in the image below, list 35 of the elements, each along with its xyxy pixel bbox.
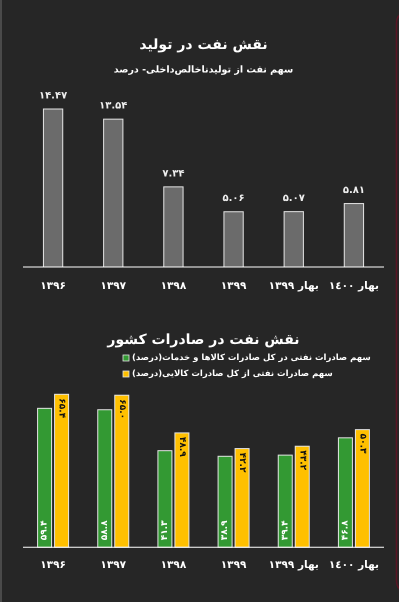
data-label: ۴۳.۲ xyxy=(297,450,308,470)
x-tick-label: بهار ۱٤۰۰ xyxy=(328,559,379,571)
legend-label: سهم صادرات نفتی در کل صادرات کالاها و خدمات(درصد) xyxy=(132,353,371,363)
x-tick-label: ۱۳۹۶ xyxy=(40,280,66,292)
data-label: ۵۰.۳ xyxy=(357,434,368,454)
x-tick-label: ۱۳۹۸ xyxy=(160,559,186,571)
data-label: ۵.۰۶ xyxy=(222,193,245,204)
x-tick-label: بهار ۱۳۹۹ xyxy=(268,280,319,292)
data-label: ۵۹.۴ xyxy=(40,520,50,540)
legend-label: سهم صادرات نفتی از کل صادرات کالایی(درصد) xyxy=(132,369,333,379)
title: نقش نفت در صادرات کشور xyxy=(107,332,300,348)
data-label: ۴۱.۳ xyxy=(160,520,170,540)
x-tick-label: ۱۳۹۶ xyxy=(40,559,66,571)
x-tick-label: ۱۳۹۷ xyxy=(100,559,126,571)
x-tick-label: ۱۳۹۹ xyxy=(220,559,246,571)
x-tick-label: بهار ۱۳۹۹ xyxy=(268,559,319,571)
data-label: ۱۳.۵۴ xyxy=(99,100,128,112)
data-label: ۱۴.۴۷ xyxy=(38,90,68,102)
x-tick-label: ۱۳۹۷ xyxy=(100,280,126,292)
x-tick-label: ۱۳۹۸ xyxy=(160,280,186,292)
x-tick-label: بهار ۱٤۰۰ xyxy=(328,280,379,292)
data-label: ۴۶.۸ xyxy=(340,520,350,540)
data-label: ۶۵.۰ xyxy=(116,399,127,420)
data-label: ۵۸.۸ xyxy=(100,520,110,540)
x-tick-label: ۱۳۹۹ xyxy=(220,280,246,292)
data-label: ۴۲.۲ xyxy=(237,452,248,472)
data-label: ۳۹.۴ xyxy=(280,520,290,540)
subtitle: سهم نفت از تولیدناخالص‌داخلی- درصد xyxy=(114,64,294,76)
data-label: ۵.۸۱ xyxy=(342,185,365,196)
data-label: ۴۸.۹ xyxy=(176,436,187,457)
data-label: ۷.۳۴ xyxy=(162,168,184,180)
data-label: ۵.۰۷ xyxy=(282,193,305,204)
data-label: ۳۸.۹ xyxy=(220,520,230,540)
title: نقش نفت در تولید xyxy=(139,37,268,53)
data-label: ۶۵.۴ xyxy=(56,398,67,418)
